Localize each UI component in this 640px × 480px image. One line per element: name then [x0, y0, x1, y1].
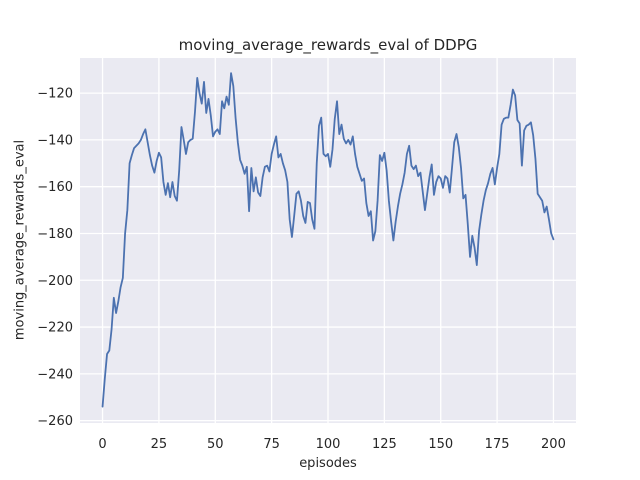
x-tick-label: 150 — [428, 437, 453, 452]
y-tick-label: −220 — [37, 321, 73, 336]
x-tick-label: 75 — [263, 437, 280, 452]
x-tick-label: 175 — [485, 437, 510, 452]
y-tick-label: −180 — [37, 227, 73, 242]
y-tick-label: −200 — [37, 274, 73, 289]
y-tick-label: −260 — [37, 414, 73, 429]
y-tick-label: −160 — [37, 180, 73, 195]
y-tick-label: −120 — [37, 87, 73, 102]
reward-line — [101, 72, 555, 408]
chart-title: moving_average_rewards_eval of DDPG — [178, 36, 478, 54]
x-tick-label: 25 — [151, 437, 168, 452]
y-axis-label: moving_average_rewards_eval — [12, 139, 28, 341]
x-tick-label: 200 — [541, 437, 566, 452]
y-tick-label: −140 — [37, 133, 73, 148]
x-tick-label: 0 — [98, 437, 106, 452]
y-tick-label: −240 — [37, 367, 73, 382]
x-tick-label: 50 — [207, 437, 224, 452]
x-tick-label: 100 — [316, 437, 341, 452]
x-tick-label: 125 — [372, 437, 397, 452]
x-axis-label: episodes — [299, 456, 357, 471]
